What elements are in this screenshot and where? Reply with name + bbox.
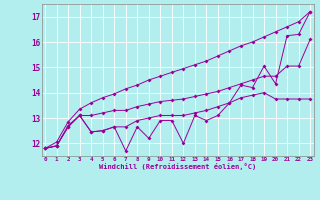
X-axis label: Windchill (Refroidissement éolien,°C): Windchill (Refroidissement éolien,°C)	[99, 163, 256, 170]
